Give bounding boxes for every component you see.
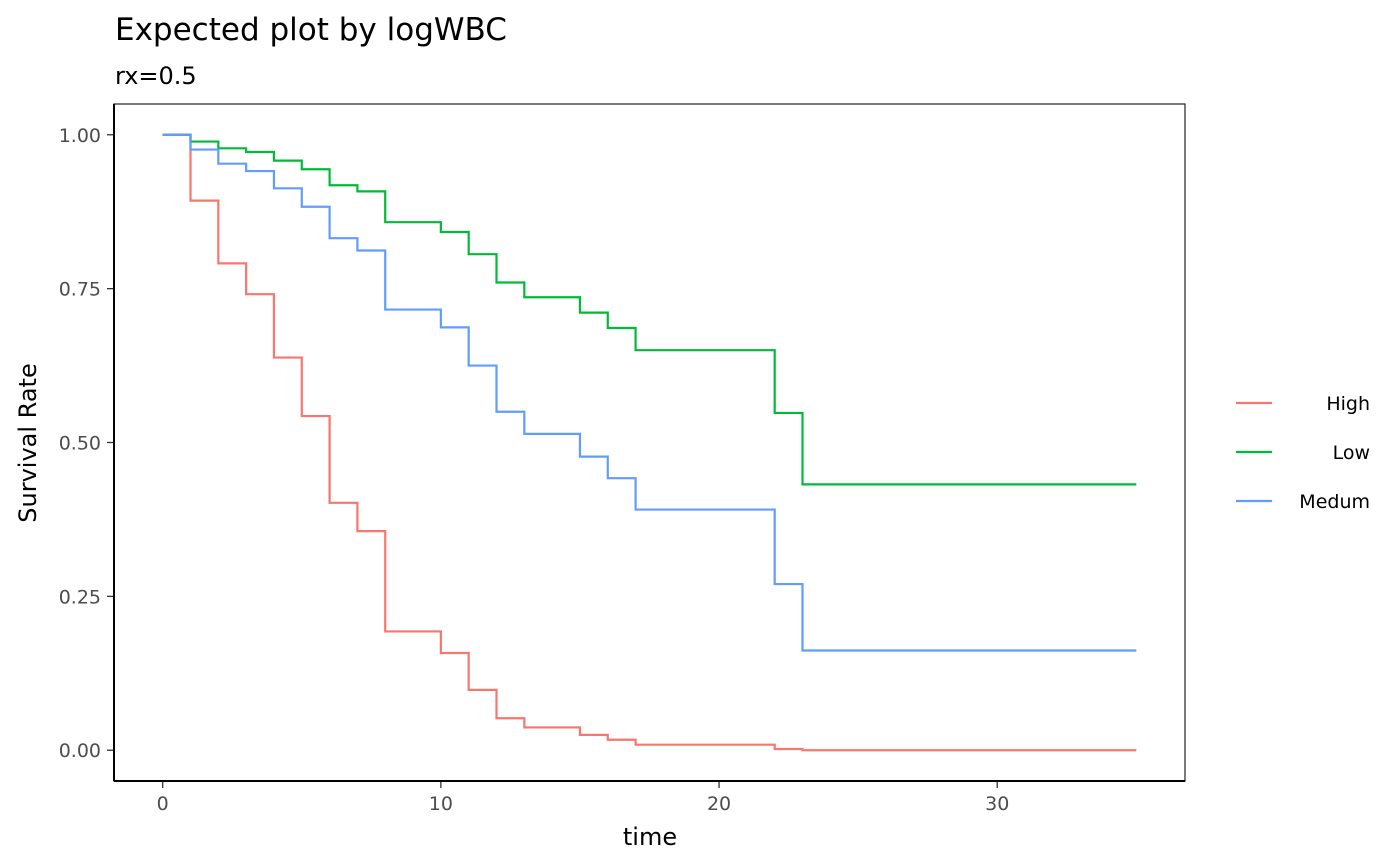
- x-tick-label: 30: [985, 793, 1009, 815]
- series-line-high: [162, 133, 1137, 752]
- legend-label: Low: [1333, 442, 1370, 464]
- x-tick-label: 20: [707, 793, 731, 815]
- series-line-low: [162, 133, 1137, 486]
- y-tick-label: 0.75: [59, 279, 101, 301]
- y-tick-label: 0.25: [59, 586, 101, 608]
- series-line-medum: [162, 133, 1137, 652]
- x-axis-ticks: 0 10 20 30: [157, 781, 1009, 815]
- x-axis-title: time: [623, 823, 677, 851]
- y-axis-title: Survival Rate: [14, 363, 42, 522]
- x-tick-label: 0: [157, 793, 169, 815]
- series-lines: [162, 133, 1137, 752]
- chart-title: Expected plot by logWBC: [115, 12, 507, 48]
- legend-label: Medum: [1299, 491, 1370, 513]
- x-tick-label: 10: [429, 793, 453, 815]
- y-tick-label: 0.50: [59, 433, 101, 455]
- y-tick-label: 0.00: [59, 740, 101, 762]
- y-tick-label: 1.00: [59, 125, 101, 147]
- plot-panel-border: [113, 103, 1186, 782]
- legend: High Low Medum: [1236, 393, 1370, 513]
- legend-label: High: [1326, 393, 1370, 415]
- chart-subtitle: rx=0.5: [115, 62, 197, 90]
- y-axis-ticks: 0.00 0.25 0.50 0.75 1.00: [59, 125, 114, 762]
